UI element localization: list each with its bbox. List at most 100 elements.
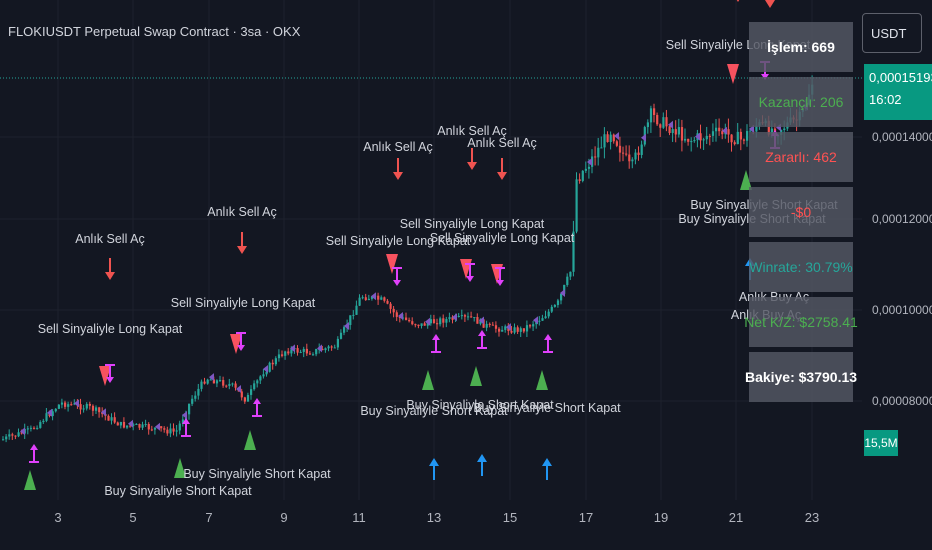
trend-marker [344, 322, 349, 330]
candle-body [144, 424, 147, 426]
candle-body [364, 297, 367, 301]
close-marker [478, 330, 486, 336]
candle-body [504, 326, 507, 330]
candle-body [181, 419, 184, 424]
candle-body [343, 327, 346, 333]
candle-body [699, 133, 702, 141]
entry-arrow [736, 0, 740, 2]
candle-body [470, 316, 473, 318]
candle-body [411, 321, 414, 325]
candle-body [749, 130, 752, 132]
candle-body [175, 430, 178, 432]
candle-body [308, 353, 312, 355]
candle-body [231, 383, 234, 385]
candle-body [615, 141, 618, 146]
candle-body [160, 426, 163, 429]
candle-body [281, 354, 284, 356]
stat-trades: İşlem: 669 [749, 22, 853, 72]
candle-body [5, 436, 8, 440]
candle-body [327, 346, 330, 349]
close-marker [496, 280, 504, 286]
stat-winrate: Winrate: 30.79% [749, 242, 853, 292]
candle-body [380, 297, 383, 300]
trend-marker [317, 344, 322, 353]
candle-body [333, 347, 336, 349]
entry-arrow [477, 454, 487, 462]
candle-body [370, 296, 374, 299]
candle-body [420, 323, 423, 326]
close-marker [466, 276, 474, 282]
candle-body [600, 147, 603, 149]
candle-body [612, 134, 615, 142]
trend-marker [263, 365, 268, 374]
candle-body [711, 131, 715, 136]
candle-body [268, 362, 271, 372]
trend-marker [668, 120, 673, 129]
candle-body [188, 403, 191, 415]
signal-label: Buy Sinyaliyle Short Kapat [406, 398, 554, 412]
candle-body [98, 407, 101, 413]
entry-arrow [542, 458, 552, 466]
buy-flag [244, 430, 256, 450]
candle-body [690, 141, 693, 143]
x-tick-label: 19 [653, 510, 669, 525]
x-tick-label: 9 [280, 510, 288, 525]
candle-body [736, 131, 739, 145]
trend-marker [452, 313, 457, 322]
candle-body [172, 428, 175, 432]
candle-body [733, 142, 736, 145]
candle-body [519, 328, 522, 332]
candle-body [575, 179, 578, 232]
trend-marker [20, 427, 25, 436]
close-marker [253, 398, 261, 404]
candle-body [395, 312, 398, 317]
candle-body [693, 140, 696, 142]
candle-body [79, 404, 82, 410]
candle-body [95, 407, 98, 411]
trend-marker [425, 317, 430, 326]
candle-body [674, 129, 677, 135]
volume-tag: 15,5M [864, 430, 898, 456]
x-tick-label: 23 [804, 510, 820, 525]
entry-arrow [497, 172, 507, 180]
candle-body [321, 348, 324, 351]
candle-body [405, 317, 408, 320]
close-marker [432, 334, 440, 340]
trend-marker [749, 125, 754, 133]
candle-body [715, 127, 718, 132]
candle-body [730, 134, 733, 143]
candle-body [243, 397, 246, 402]
candle-body [377, 295, 380, 300]
signal-label: Buy Sinyaliyle Short Kapat [473, 401, 621, 415]
candle-body [45, 413, 48, 421]
candle-body [367, 298, 370, 301]
candle-body [538, 320, 541, 322]
candle-body [82, 408, 85, 410]
currency-button[interactable]: USDT [862, 13, 922, 53]
candle-body [680, 127, 684, 141]
x-tick-label: 3 [54, 510, 62, 525]
candle-body [488, 323, 491, 325]
candle-body [51, 411, 54, 417]
candle-body [426, 323, 429, 326]
candle-body [414, 324, 417, 326]
candle-body [296, 348, 299, 353]
stat-drawdown: -$0 [749, 187, 853, 237]
candle-body [178, 423, 181, 431]
candle-body [116, 422, 119, 426]
x-tick-label: 15 [502, 510, 518, 525]
candle-body [671, 129, 674, 133]
entry-arrow [393, 172, 403, 180]
candle-body [618, 145, 622, 153]
trend-marker [560, 289, 565, 297]
candle-body [560, 293, 563, 301]
candle-body [578, 179, 581, 181]
candle-body [206, 379, 209, 384]
candle-body [584, 168, 587, 171]
signal-label: Anlık Sell Aç [363, 140, 433, 154]
x-tick-label: 7 [205, 510, 213, 525]
candle-body [73, 403, 76, 405]
candle-body [566, 276, 569, 285]
x-tick-label: 21 [728, 510, 744, 525]
candle-body [259, 376, 262, 381]
